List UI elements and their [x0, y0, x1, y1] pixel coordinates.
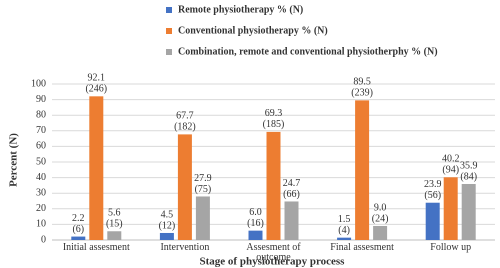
count-label: (15): [106, 219, 123, 230]
bar: [195, 196, 210, 240]
data-label: 5.6: [108, 208, 121, 219]
legend-label: Combination, remote and conventional phy…: [178, 46, 438, 57]
data-label: 69.3: [265, 108, 283, 119]
legend-swatch: [166, 7, 172, 13]
y-tick-label: 10: [36, 219, 46, 230]
bar: [248, 230, 263, 240]
count-label: (185): [263, 119, 285, 130]
bar: [425, 202, 440, 240]
count-label: (16): [247, 218, 264, 229]
y-tick-label: 20: [36, 203, 46, 214]
data-label: 23.9: [424, 179, 442, 190]
count-label: (24): [372, 213, 389, 224]
count-label: (84): [460, 171, 477, 182]
bar: [337, 237, 352, 240]
count-label: (246): [85, 84, 107, 95]
data-label: 4.5: [161, 209, 174, 220]
y-tick-label: 30: [36, 187, 46, 198]
y-tick-label: 40: [36, 172, 46, 183]
y-tick-label: 50: [36, 156, 46, 167]
data-label: 1.5: [338, 214, 351, 225]
x-tick-label: Follow up: [430, 242, 472, 253]
legend-swatch: [166, 28, 172, 34]
data-label: 40.2: [442, 154, 460, 165]
data-label: 89.5: [353, 77, 371, 88]
count-label: (56): [424, 190, 441, 201]
y-tick-label: 100: [31, 78, 46, 89]
bar: [373, 225, 388, 240]
count-label: (4): [338, 225, 350, 236]
data-label: 35.9: [460, 160, 478, 171]
bar: [177, 134, 192, 240]
count-label: (182): [174, 122, 196, 133]
y-tick-label: 70: [36, 125, 46, 136]
count-label: (239): [351, 88, 373, 99]
bar: [159, 232, 174, 240]
y-axis-title: Percent (N): [8, 133, 20, 187]
count-label: (6): [72, 224, 84, 235]
bar: [266, 131, 281, 240]
y-tick-label: 80: [36, 109, 46, 120]
legend-label: Conventional physiotherapy % (N): [178, 25, 328, 36]
y-tick-label: 60: [36, 141, 46, 152]
x-tick-label: Initial assesment: [62, 242, 130, 253]
bar: [355, 100, 370, 240]
x-axis-title: Stage of physiotherapy process: [200, 256, 346, 268]
bar: [89, 96, 104, 240]
y-tick-label: 90: [36, 94, 46, 105]
data-label: 92.1: [88, 73, 106, 84]
data-label: 9.0: [374, 202, 387, 213]
count-label: (75): [195, 184, 212, 195]
data-label: 67.7: [176, 111, 194, 122]
bar: [71, 236, 86, 240]
x-tick-label: Assesment of outcome: [246, 242, 301, 263]
y-tick-label: 0: [41, 234, 46, 245]
bar: [461, 183, 476, 240]
bar: [443, 177, 458, 240]
count-label: (12): [159, 220, 176, 231]
legend-swatch: [166, 49, 172, 55]
x-tick-label: Final assesment: [330, 242, 394, 253]
count-label: (94): [442, 165, 459, 176]
bar: [107, 231, 122, 240]
legend-label: Remote physiotherapy % (N): [178, 4, 303, 15]
data-label: 2.2: [72, 213, 85, 224]
bar: [284, 201, 299, 240]
data-label: 24.7: [283, 178, 301, 189]
data-label: 6.0: [249, 207, 262, 218]
data-label: 27.9: [194, 173, 212, 184]
x-tick-label: Intervention: [160, 242, 210, 253]
count-label: (66): [283, 189, 300, 200]
